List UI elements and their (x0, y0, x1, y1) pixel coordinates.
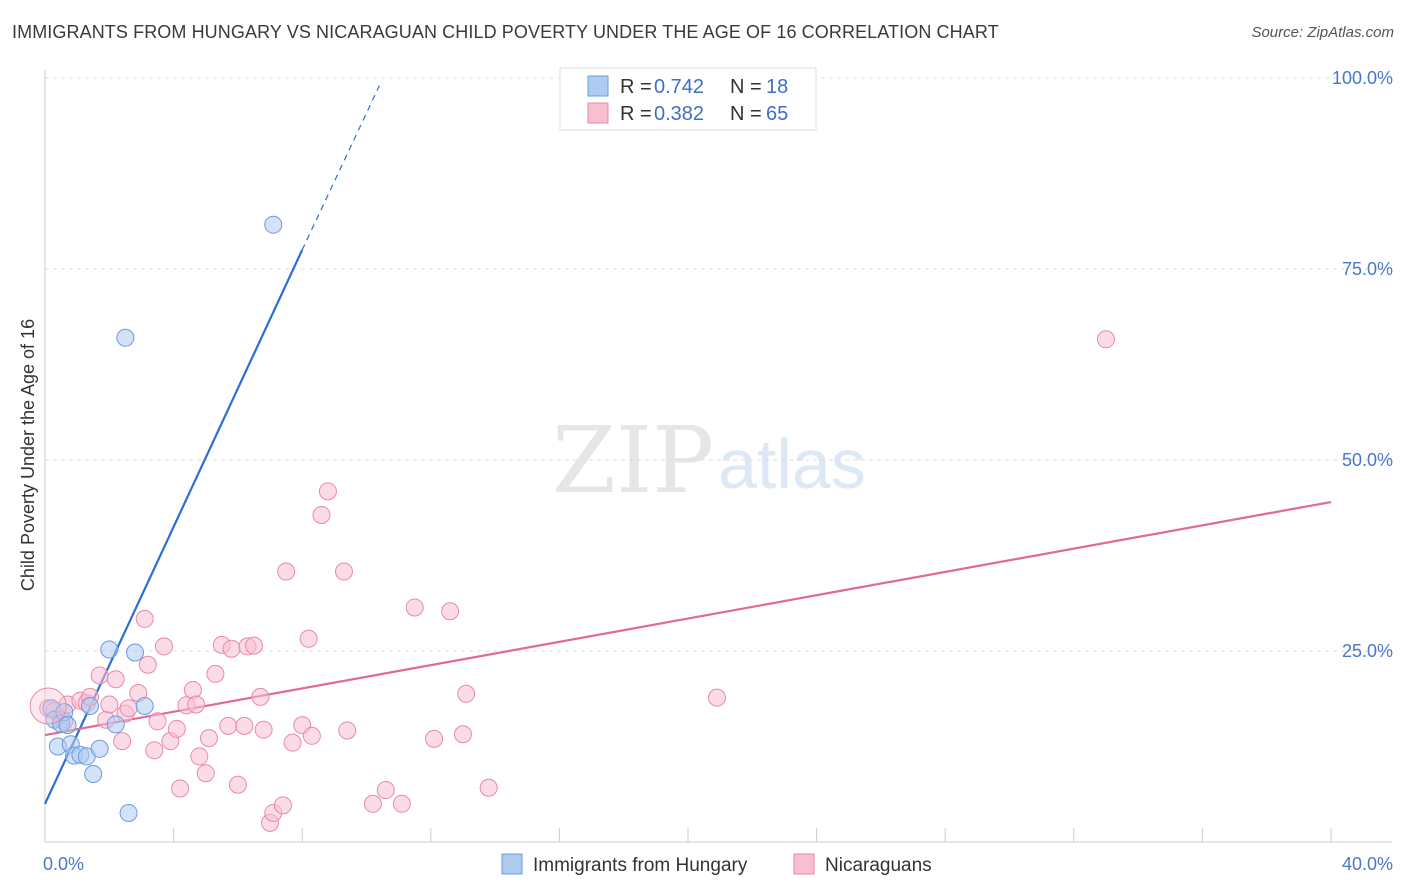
y-tick-label: 75.0% (1342, 259, 1393, 279)
data-point-blue (106, 715, 125, 734)
data-point-pink (392, 794, 411, 813)
data-point-pink (138, 655, 157, 674)
data-point-pink (283, 733, 302, 752)
data-point-pink (190, 747, 209, 766)
data-point-pink (254, 720, 273, 739)
data-point-pink (277, 562, 296, 581)
data-point-pink (106, 670, 125, 689)
data-point-pink (167, 719, 186, 738)
data-point-pink (363, 794, 382, 813)
data-point-pink (707, 688, 726, 707)
data-point-pink (273, 796, 292, 815)
data-point-pink (199, 729, 218, 748)
data-point-pink (405, 598, 424, 617)
data-point-pink (206, 664, 225, 683)
data-point-pink (145, 741, 164, 760)
chart-source: Source: ZipAtlas.com (1251, 24, 1394, 41)
watermark: ZIP atlas (552, 407, 866, 514)
data-point-pink (228, 775, 247, 794)
data-point-pink (299, 629, 318, 648)
data-point-pink (312, 506, 331, 525)
data-point-blue (126, 643, 145, 662)
data-point-pink (425, 729, 444, 748)
data-point-blue (264, 215, 283, 234)
watermark-atlas: atlas (718, 425, 866, 503)
data-point-pink (251, 687, 270, 706)
legend-n-label: N = (730, 103, 762, 125)
legend-swatch-nicaraguans (793, 853, 815, 875)
data-point-pink (334, 562, 353, 581)
legend-label-hungary: Immigrants from Hungary (533, 855, 748, 876)
legend-swatch-blue (587, 75, 609, 97)
data-point-pink (148, 712, 167, 731)
data-point-cluster-pink (29, 687, 67, 725)
y-tick-label: 50.0% (1342, 450, 1393, 470)
data-point-pink (154, 637, 173, 656)
legend-swatch-pink (587, 102, 609, 124)
trend-line-extension-blue (301, 85, 380, 251)
y-tick-label: 25.0% (1342, 641, 1393, 661)
data-point-pink (113, 732, 132, 751)
data-point-pink (244, 636, 263, 655)
y-tick-label: 100.0% (1332, 68, 1393, 88)
y-axis-title: Child Poverty Under the Age of 16 (18, 319, 38, 591)
legend-n-value: 18 (766, 76, 788, 98)
series-legend: Immigrants from Hungary Nicaraguans (501, 853, 932, 876)
legend-r-value: 0.382 (654, 103, 704, 125)
data-point-blue (58, 716, 77, 735)
chart-title: IMMIGRANTS FROM HUNGARY VS NICARAGUAN CH… (12, 22, 999, 42)
data-point-blue (116, 328, 135, 347)
data-point-pink (453, 725, 472, 744)
data-point-blue (90, 739, 109, 758)
data-point-pink (376, 781, 395, 800)
legend-n-label: N = (730, 76, 762, 98)
data-point-pink (171, 779, 190, 798)
data-point-pink (235, 716, 254, 735)
data-point-blue (119, 803, 138, 822)
legend-r-label: R = (620, 76, 652, 98)
data-point-blue (84, 765, 103, 784)
data-point-pink (135, 609, 154, 628)
data-point-blue (100, 640, 119, 659)
data-point-pink (100, 695, 119, 714)
data-point-pink (441, 602, 460, 621)
tick-labels: 25.0% 50.0% 75.0% 100.0% 0.0% 40.0% (43, 68, 1393, 874)
data-point-pink (196, 764, 215, 783)
x-tick-label: 0.0% (43, 854, 84, 874)
legend-swatch-hungary (501, 853, 523, 875)
data-point-pink (119, 699, 138, 718)
data-point-pink (302, 726, 321, 745)
data-point-pink (90, 666, 109, 685)
data-point-blue (81, 697, 100, 716)
data-point-pink (1096, 330, 1115, 349)
x-tick-label: 40.0% (1342, 854, 1393, 874)
legend-r-value: 0.742 (654, 76, 704, 98)
data-point-pink (338, 721, 357, 740)
legend-r-label: R = (620, 103, 652, 125)
correlation-legend: R = 0.742 N = 18 R = 0.382 N = 65 (559, 67, 817, 131)
trend-line-pink (44, 500, 1332, 737)
data-points (29, 215, 1115, 832)
data-point-pink (222, 639, 241, 658)
legend-label-nicaraguans: Nicaraguans (825, 855, 932, 876)
legend-n-value: 65 (766, 103, 788, 125)
data-point-blue (135, 697, 154, 716)
data-point-pink (187, 695, 206, 714)
data-point-pink (479, 778, 498, 797)
data-point-pink (318, 482, 337, 501)
data-point-pink (219, 716, 238, 735)
data-point-pink (457, 684, 476, 703)
